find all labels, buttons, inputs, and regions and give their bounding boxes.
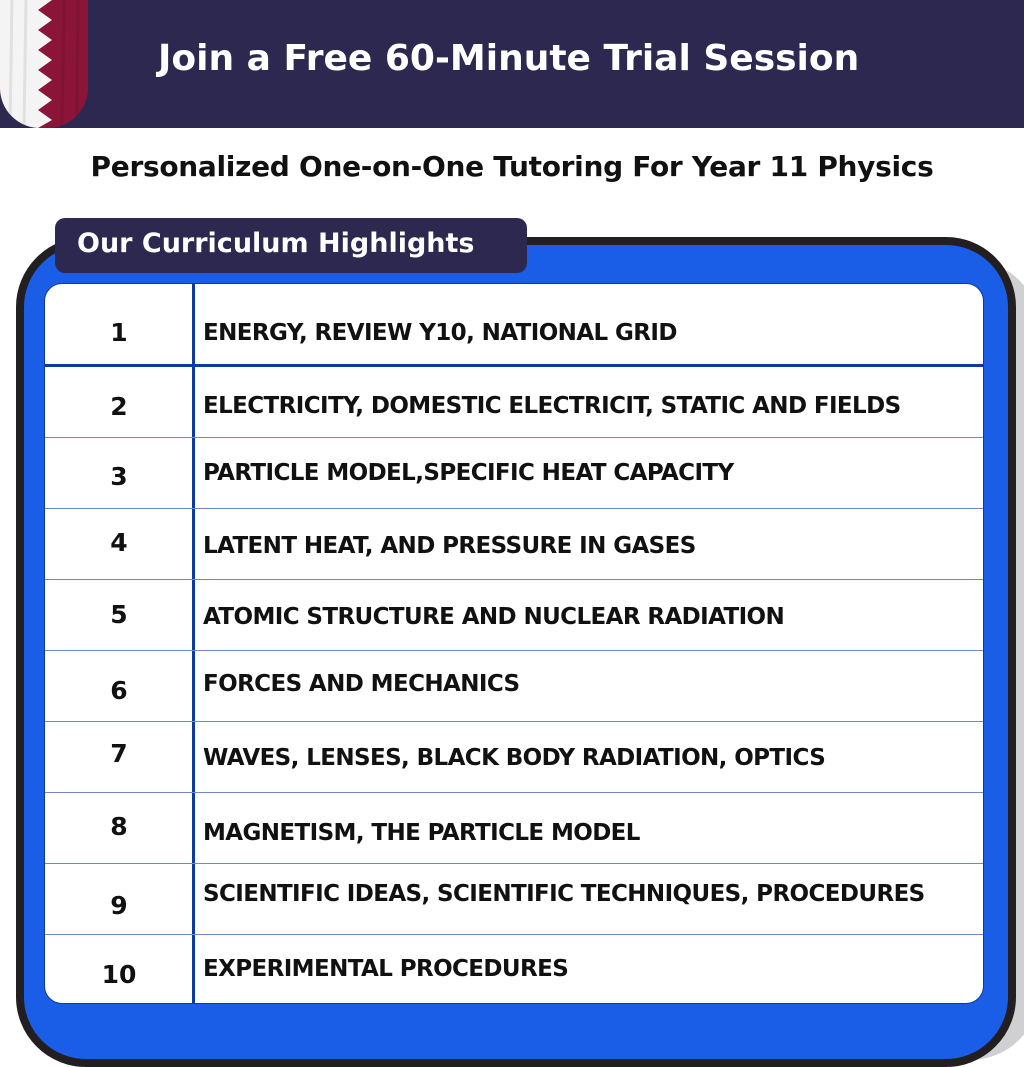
curriculum-table: 1 ENERGY, REVIEW Y10, NATIONAL GRID 2 ELECT… (44, 283, 984, 1004)
table-row: 7 WAVES, LENSES, BLACK BODY RADIATION, OP… (45, 722, 983, 793)
row-number: 2 (110, 392, 128, 421)
subtitle: Personalized One-on-One Tutoring For Yea… (90, 150, 934, 183)
row-number: 3 (110, 462, 128, 491)
row-topic: FORCES AND MECHANICS (203, 671, 520, 697)
section-tab-label: Our Curriculum Highlights (77, 228, 475, 259)
header-banner: Join a Free 60-Minute Trial Session (0, 0, 1024, 128)
row-number: 9 (110, 891, 128, 920)
table-row: 3 PARTICLE MODEL,SPECIFIC HEAT CAPACITY (45, 438, 983, 509)
row-topic: LATENT HEAT, AND PRESSURE IN GASES (203, 533, 696, 559)
table-row: 10 EXPERIMENTAL PROCEDURES (45, 935, 983, 1003)
row-topic: ELECTRICITY, DOMESTIC ELECTRICIT, STATIC… (203, 393, 901, 419)
row-topic: SCIENTIFIC IDEAS, SCIENTIFIC TECHNIQUES,… (203, 881, 925, 907)
row-number: 1 (110, 318, 128, 347)
row-topic: EXPERIMENTAL PROCEDURES (203, 956, 569, 982)
row-topic: ATOMIC STRUCTURE AND NUCLEAR RADIATION (203, 604, 785, 630)
row-topic: ENERGY, REVIEW Y10, NATIONAL GRID (203, 320, 677, 346)
table-row: 8 MAGNETISM, THE PARTICLE MODEL (45, 793, 983, 864)
row-topic: PARTICLE MODEL,SPECIFIC HEAT CAPACITY (203, 460, 734, 486)
table-row: 1 ENERGY, REVIEW Y10, NATIONAL GRID (45, 284, 983, 367)
page-title: Join a Free 60-Minute Trial Session (158, 38, 860, 79)
column-divider (192, 284, 195, 1003)
table-row: 2 ELECTRICITY, DOMESTIC ELECTRICIT, STATI… (45, 367, 983, 438)
row-topic: MAGNETISM, THE PARTICLE MODEL (203, 820, 640, 846)
table-row: 4 LATENT HEAT, AND PRESSURE IN GASES (45, 509, 983, 580)
row-number: 5 (110, 600, 128, 629)
row-number: 10 (101, 960, 137, 989)
row-number: 4 (110, 528, 128, 557)
row-number: 8 (110, 812, 128, 841)
table-row: 5 ATOMIC STRUCTURE AND NUCLEAR RADIATION (45, 580, 983, 651)
table-row: 6 FORCES AND MECHANICS (45, 651, 983, 722)
row-number: 6 (110, 676, 128, 705)
row-number: 7 (110, 739, 128, 768)
row-topic: WAVES, LENSES, BLACK BODY RADIATION, OPT… (203, 745, 826, 771)
table-row: 9 SCIENTIFIC IDEAS, SCIENTIFIC TECHNIQUES… (45, 864, 983, 935)
qatar-flag-icon (0, 0, 88, 128)
section-tab: Our Curriculum Highlights (55, 218, 527, 273)
